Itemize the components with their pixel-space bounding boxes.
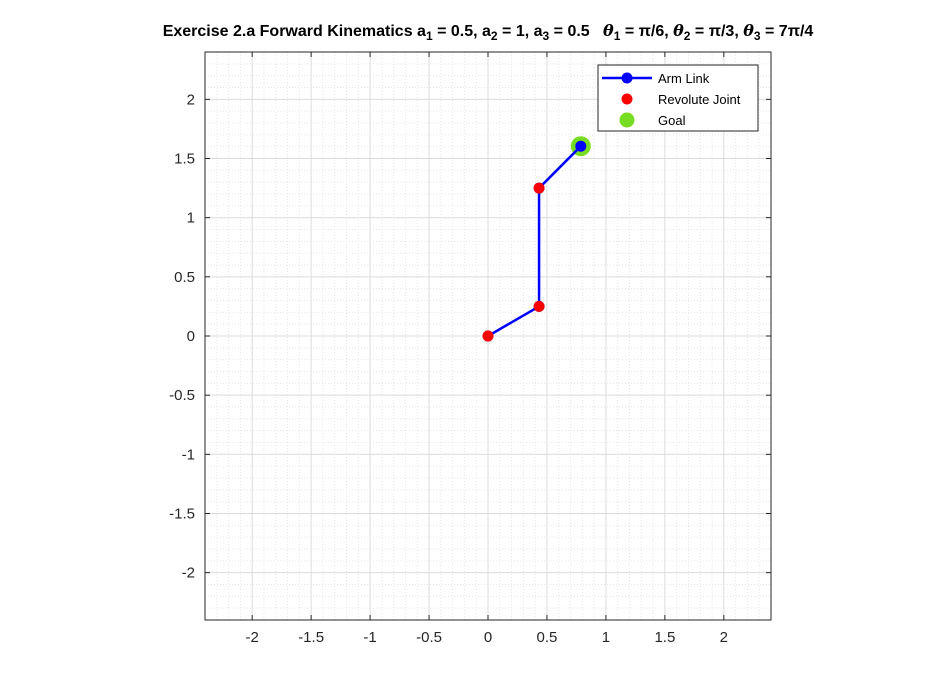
title-angle-symbol: θ [603,21,614,40]
title-link-symbol: a [534,23,543,40]
title-link-value: = 0.5, [433,23,482,40]
legend-label: Revolute Joint [658,92,741,107]
title-prefix: Exercise 2.a Forward Kinematics [163,23,417,40]
x-tick-label: 0 [484,629,492,646]
y-tick-label: 1.5 [174,151,195,168]
title-link-symbol: a [417,23,426,40]
title-angle-symbol: θ [743,21,754,40]
arm-link-marker [575,140,587,152]
title-link-value: = 1, [498,23,534,40]
axes-box [204,51,772,621]
ticks: -2 -1.5 -1 -0.5 0 0.5 1 1.5 2 2 1.5 1 0.5 0 -0.5 -1 -1.5… [169,52,771,646]
x-tick-label: 2 [720,629,728,646]
title-link-subscript: 2 [491,29,498,43]
title-angle-value: = π/6, [620,23,673,40]
x-tick-label: -1.5 [298,629,324,646]
legend-arm-link-marker [621,72,633,84]
revolute-joint-marker [533,300,545,312]
title-link-value: = 0.5 [549,23,590,40]
legend-goal-marker [619,112,635,128]
x-tick-label: -0.5 [416,629,442,646]
x-tick-label: 1 [602,629,610,646]
y-tick-label: -0.5 [169,387,195,404]
title-gap [590,23,603,40]
title-angle-subscript: 1 [614,29,621,43]
y-tick-label: 0.5 [174,269,195,286]
y-tick-label: -2 [182,565,195,582]
y-tick-label: 2 [187,91,195,108]
legend-label: Goal [658,113,686,128]
revolute-joint-marker [482,330,494,342]
chart-title: Exercise 2.a Forward Kinematics a1 = 0.5… [163,21,814,43]
legend[interactable]: Arm Link Revolute Joint Goal [597,64,759,132]
title-angle-subscript: 3 [754,29,761,43]
axes[interactable]: -2 -1.5 -1 -0.5 0 0.5 1 1.5 2 2 1.5 1 0.5 0 -0.5 -1 -1.5… [169,51,772,646]
legend-revolute-joint-marker [621,93,633,105]
y-tick-label: 1 [187,210,195,227]
y-tick-label: 0 [187,328,195,345]
title-link-subscript: 3 [543,29,550,43]
x-tick-label: -1 [363,629,376,646]
revolute-joint-marker [533,182,545,194]
title-angle-value: = π/3, [690,23,743,40]
arm-link-line [487,145,582,338]
title-angle-symbol: θ [673,21,684,40]
y-tick-label: -1.5 [169,506,195,523]
title-link-subscript: 1 [426,29,433,43]
x-tick-label: 0.5 [537,629,558,646]
title-angle-value: = 7π/4 [761,23,814,40]
series [482,136,591,342]
title-link-symbol: a [482,23,491,40]
x-tick-label: -2 [245,629,258,646]
title-angle-subscript: 2 [684,29,691,43]
legend-label: Arm Link [658,71,710,86]
y-tick-label: -1 [182,446,195,463]
x-tick-label: 1.5 [654,629,675,646]
